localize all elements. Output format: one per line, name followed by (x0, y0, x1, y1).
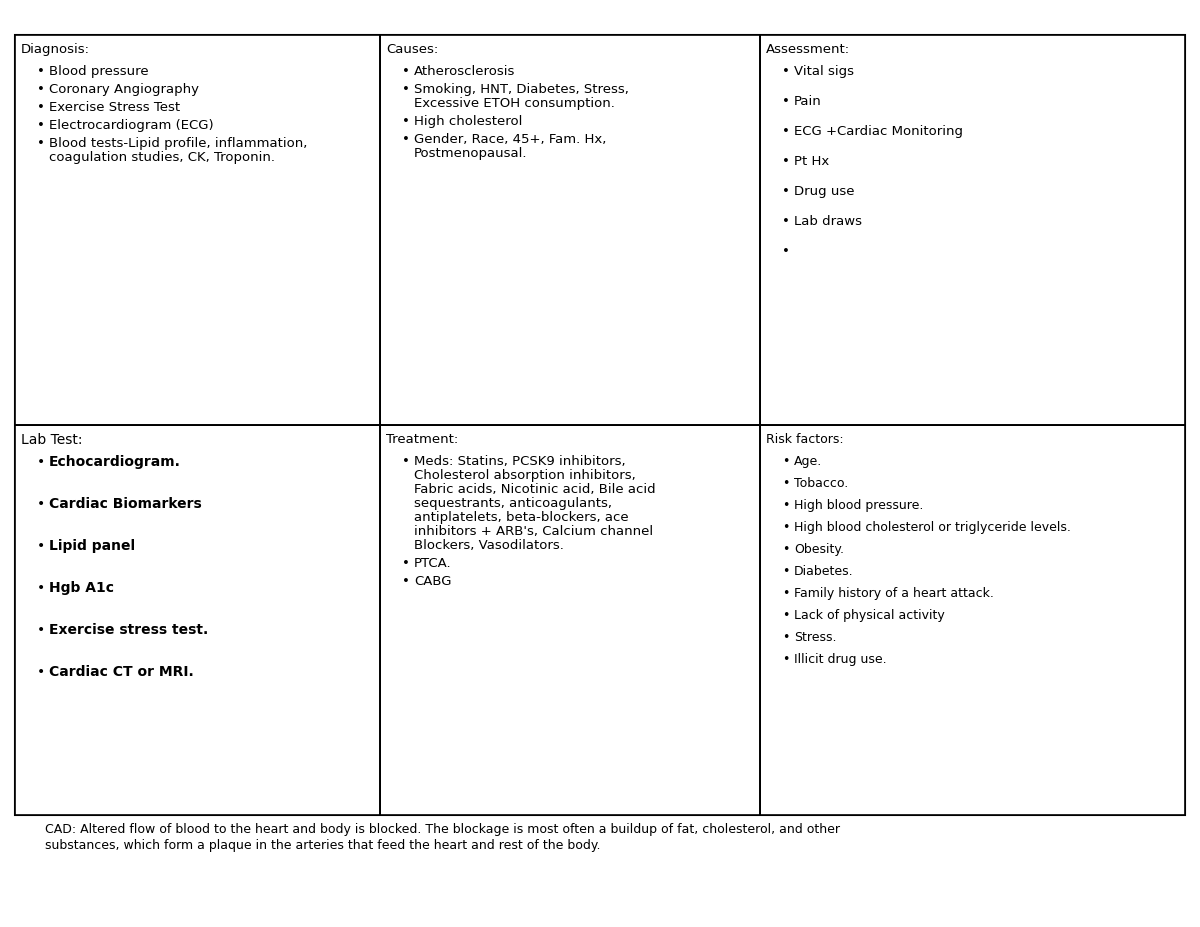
Text: •: • (402, 575, 410, 588)
Text: Postmenopausal.: Postmenopausal. (414, 147, 528, 160)
Text: High blood cholesterol or triglyceride levels.: High blood cholesterol or triglyceride l… (794, 521, 1070, 534)
Text: CAD: Altered flow of blood to the heart and body is blocked. The blockage is mos: CAD: Altered flow of blood to the heart … (46, 823, 840, 836)
Text: Atherosclerosis: Atherosclerosis (414, 65, 515, 78)
Text: PTCA.: PTCA. (414, 557, 451, 570)
Text: Age.: Age. (794, 455, 822, 468)
Text: Risk factors:: Risk factors: (766, 433, 844, 446)
Text: Exercise stress test.: Exercise stress test. (49, 623, 209, 637)
Text: Treatment:: Treatment: (386, 433, 458, 446)
Text: Cholesterol absorption inhibitors,: Cholesterol absorption inhibitors, (414, 469, 636, 482)
Text: Vital sigs: Vital sigs (794, 65, 854, 78)
Text: Cardiac Biomarkers: Cardiac Biomarkers (49, 497, 202, 511)
Text: •: • (782, 125, 790, 138)
Text: Illicit drug use.: Illicit drug use. (794, 653, 887, 666)
Text: Cardiac CT or MRI.: Cardiac CT or MRI. (49, 665, 193, 679)
Text: Blood pressure: Blood pressure (49, 65, 149, 78)
Text: •: • (37, 665, 46, 679)
Text: coagulation studies, CK, Troponin.: coagulation studies, CK, Troponin. (49, 151, 275, 164)
Text: •: • (37, 497, 46, 511)
Text: •: • (402, 133, 410, 146)
Text: Assessment:: Assessment: (766, 43, 850, 56)
Text: •: • (782, 521, 790, 534)
Text: •: • (782, 155, 790, 168)
Text: •: • (782, 587, 790, 600)
Text: Causes:: Causes: (386, 43, 438, 56)
Text: Blockers, Vasodilators.: Blockers, Vasodilators. (414, 539, 564, 552)
Text: ECG +Cardiac Monitoring: ECG +Cardiac Monitoring (794, 125, 964, 138)
Text: •: • (37, 539, 46, 553)
Text: •: • (37, 623, 46, 637)
Text: •: • (37, 65, 44, 78)
Text: •: • (782, 245, 790, 258)
Text: •: • (782, 185, 790, 198)
Text: Lab draws: Lab draws (794, 215, 862, 228)
Text: •: • (37, 455, 46, 469)
Text: antiplatelets, beta-blockers, ace: antiplatelets, beta-blockers, ace (414, 511, 629, 524)
Text: CABG: CABG (414, 575, 451, 588)
Text: •: • (782, 653, 790, 666)
Text: •: • (37, 101, 44, 114)
Text: Excessive ETOH consumption.: Excessive ETOH consumption. (414, 97, 614, 110)
Text: •: • (782, 65, 790, 78)
Text: •: • (37, 581, 46, 595)
Text: •: • (782, 455, 790, 468)
Text: Echocardiogram.: Echocardiogram. (49, 455, 181, 469)
Text: •: • (402, 115, 410, 128)
Text: Tobacco.: Tobacco. (794, 477, 848, 490)
Text: Diagnosis:: Diagnosis: (22, 43, 90, 56)
Text: Stress.: Stress. (794, 631, 836, 644)
Text: •: • (37, 119, 44, 132)
Text: sequestrants, anticoagulants,: sequestrants, anticoagulants, (414, 497, 612, 510)
Text: Drug use: Drug use (794, 185, 854, 198)
Text: inhibitors + ARB's, Calcium channel: inhibitors + ARB's, Calcium channel (414, 525, 653, 538)
Text: •: • (402, 65, 410, 78)
Text: Hgb A1c: Hgb A1c (49, 581, 114, 595)
Text: Fabric acids, Nicotinic acid, Bile acid: Fabric acids, Nicotinic acid, Bile acid (414, 483, 655, 496)
Text: Exercise Stress Test: Exercise Stress Test (49, 101, 180, 114)
Text: High blood pressure.: High blood pressure. (794, 499, 923, 512)
Text: •: • (37, 83, 44, 96)
Text: High cholesterol: High cholesterol (414, 115, 522, 128)
Text: Coronary Angiography: Coronary Angiography (49, 83, 199, 96)
Text: •: • (782, 543, 790, 556)
Text: Electrocardiogram (ECG): Electrocardiogram (ECG) (49, 119, 214, 132)
Text: Obesity.: Obesity. (794, 543, 844, 556)
Text: Diabetes.: Diabetes. (794, 565, 853, 578)
Text: •: • (37, 137, 44, 150)
Text: Lipid panel: Lipid panel (49, 539, 136, 553)
Text: •: • (782, 95, 790, 108)
Text: •: • (782, 477, 790, 490)
Text: Gender, Race, 45+, Fam. Hx,: Gender, Race, 45+, Fam. Hx, (414, 133, 606, 146)
Text: Family history of a heart attack.: Family history of a heart attack. (794, 587, 994, 600)
Text: Pt Hx: Pt Hx (794, 155, 829, 168)
Text: Meds: Statins, PCSK9 inhibitors,: Meds: Statins, PCSK9 inhibitors, (414, 455, 625, 468)
Text: •: • (782, 631, 790, 644)
Text: Smoking, HNT, Diabetes, Stress,: Smoking, HNT, Diabetes, Stress, (414, 83, 629, 96)
Text: •: • (402, 83, 410, 96)
Text: •: • (782, 215, 790, 228)
Text: •: • (782, 565, 790, 578)
Text: substances, which form a plaque in the arteries that feed the heart and rest of : substances, which form a plaque in the a… (46, 839, 600, 852)
Text: •: • (782, 609, 790, 622)
Text: •: • (782, 499, 790, 512)
Text: Lab Test:: Lab Test: (22, 433, 83, 447)
Text: •: • (402, 557, 410, 570)
Text: Blood tests-Lipid profile, inflammation,: Blood tests-Lipid profile, inflammation, (49, 137, 307, 150)
Text: Lack of physical activity: Lack of physical activity (794, 609, 944, 622)
Text: •: • (402, 455, 410, 468)
Text: Pain: Pain (794, 95, 822, 108)
